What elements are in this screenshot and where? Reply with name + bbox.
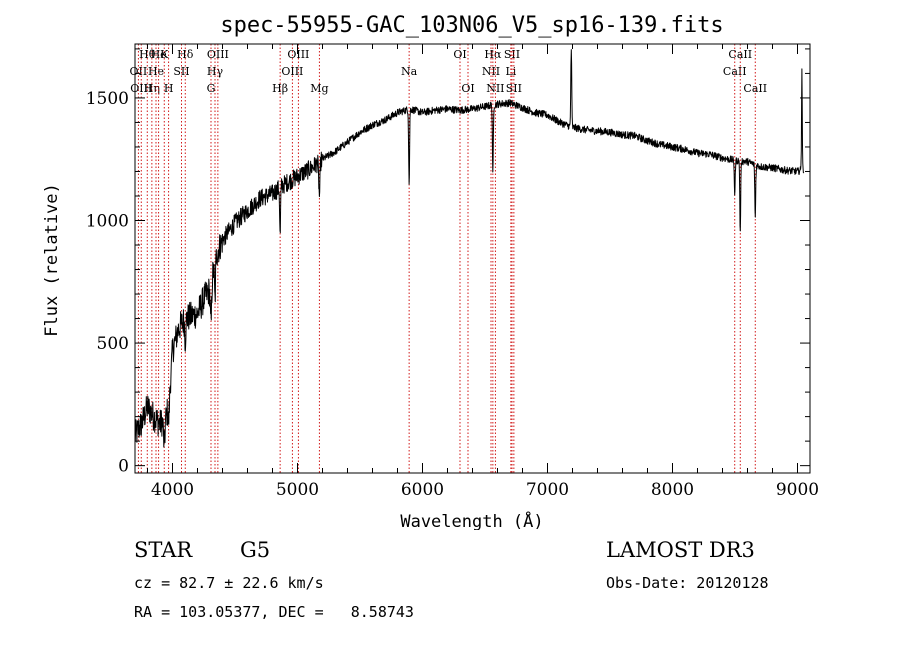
line-marker-label: CaII: [723, 65, 747, 78]
line-marker-label: He: [151, 48, 167, 61]
line-marker-label: CaII: [743, 82, 767, 95]
line-marker-label: K: [160, 48, 169, 61]
line-marker-label: SII: [504, 48, 520, 61]
y-tick-label: 1000: [86, 212, 129, 232]
x-tick-label: 9000: [776, 480, 819, 500]
object-class: STAR: [134, 538, 193, 562]
line-marker-label: G: [207, 82, 216, 95]
x-tick-label: 8000: [651, 480, 694, 500]
line-marker-label: Mg: [310, 82, 328, 95]
line-marker-label: OIII: [207, 48, 229, 61]
line-markers: OIIOIIIHθHηHeHeKHSIIHδGHγOIIIHβOIIIOIIIM…: [130, 44, 767, 473]
line-marker-label: H: [164, 82, 174, 95]
sky-coordinates: RA = 103.05377, DEC = 8.58743: [134, 603, 414, 621]
line-marker-label: OI: [461, 82, 474, 95]
x-tick-label: 7000: [526, 480, 569, 500]
chart-title: spec-55955-GAC_103N06_V5_sp16-139.fits: [220, 13, 723, 38]
line-marker-label: Hα: [484, 48, 502, 61]
x-tick-label: 6000: [401, 480, 444, 500]
line-marker-label: SII: [506, 82, 522, 95]
x-tick-label: 4000: [151, 480, 194, 500]
object-subclass: G5: [240, 538, 271, 562]
observation-date: Obs-Date: 20120128: [606, 574, 769, 592]
line-marker-label: OIII: [281, 65, 303, 78]
line-marker-label: Hη: [144, 82, 160, 95]
line-marker-label: NII: [482, 65, 500, 78]
axis-ticks: 4000 5000 6000 7000 8000 9000 0 500 1000 1500: [86, 44, 819, 500]
line-marker-label: Li: [505, 65, 516, 78]
y-tick-label: 0: [118, 457, 129, 477]
y-tick-label: 1500: [86, 89, 129, 109]
line-marker-label: NII: [486, 82, 504, 95]
y-tick-label: 500: [97, 334, 129, 354]
line-marker-label: OIII: [287, 48, 309, 61]
spectrum-line: [134, 49, 805, 448]
redshift-velocity: cz = 82.7 ± 22.6 km/s: [134, 574, 324, 592]
spectrum-series: [134, 49, 805, 448]
y-axis-label: Flux (relative): [42, 183, 62, 337]
spectrum-chart: spec-55955-GAC_103N06_V5_sp16-139.fits O…: [42, 13, 819, 530]
line-marker-label: Hγ: [207, 65, 224, 78]
line-marker-label: Na: [401, 65, 418, 78]
line-marker-label: Hδ: [177, 48, 194, 61]
line-marker-label: Hβ: [272, 82, 288, 95]
line-marker-label: OII: [130, 65, 148, 78]
line-marker-label: OIII: [130, 82, 152, 95]
line-marker-label: OI: [453, 48, 466, 61]
line-marker-label: He: [148, 65, 164, 78]
x-axis-label: Wavelength (Å): [400, 510, 543, 530]
line-marker-label: CaII: [728, 48, 752, 61]
line-marker-label: SII: [173, 65, 189, 78]
x-tick-label: 5000: [276, 480, 319, 500]
survey-label: LAMOST DR3: [606, 538, 755, 562]
